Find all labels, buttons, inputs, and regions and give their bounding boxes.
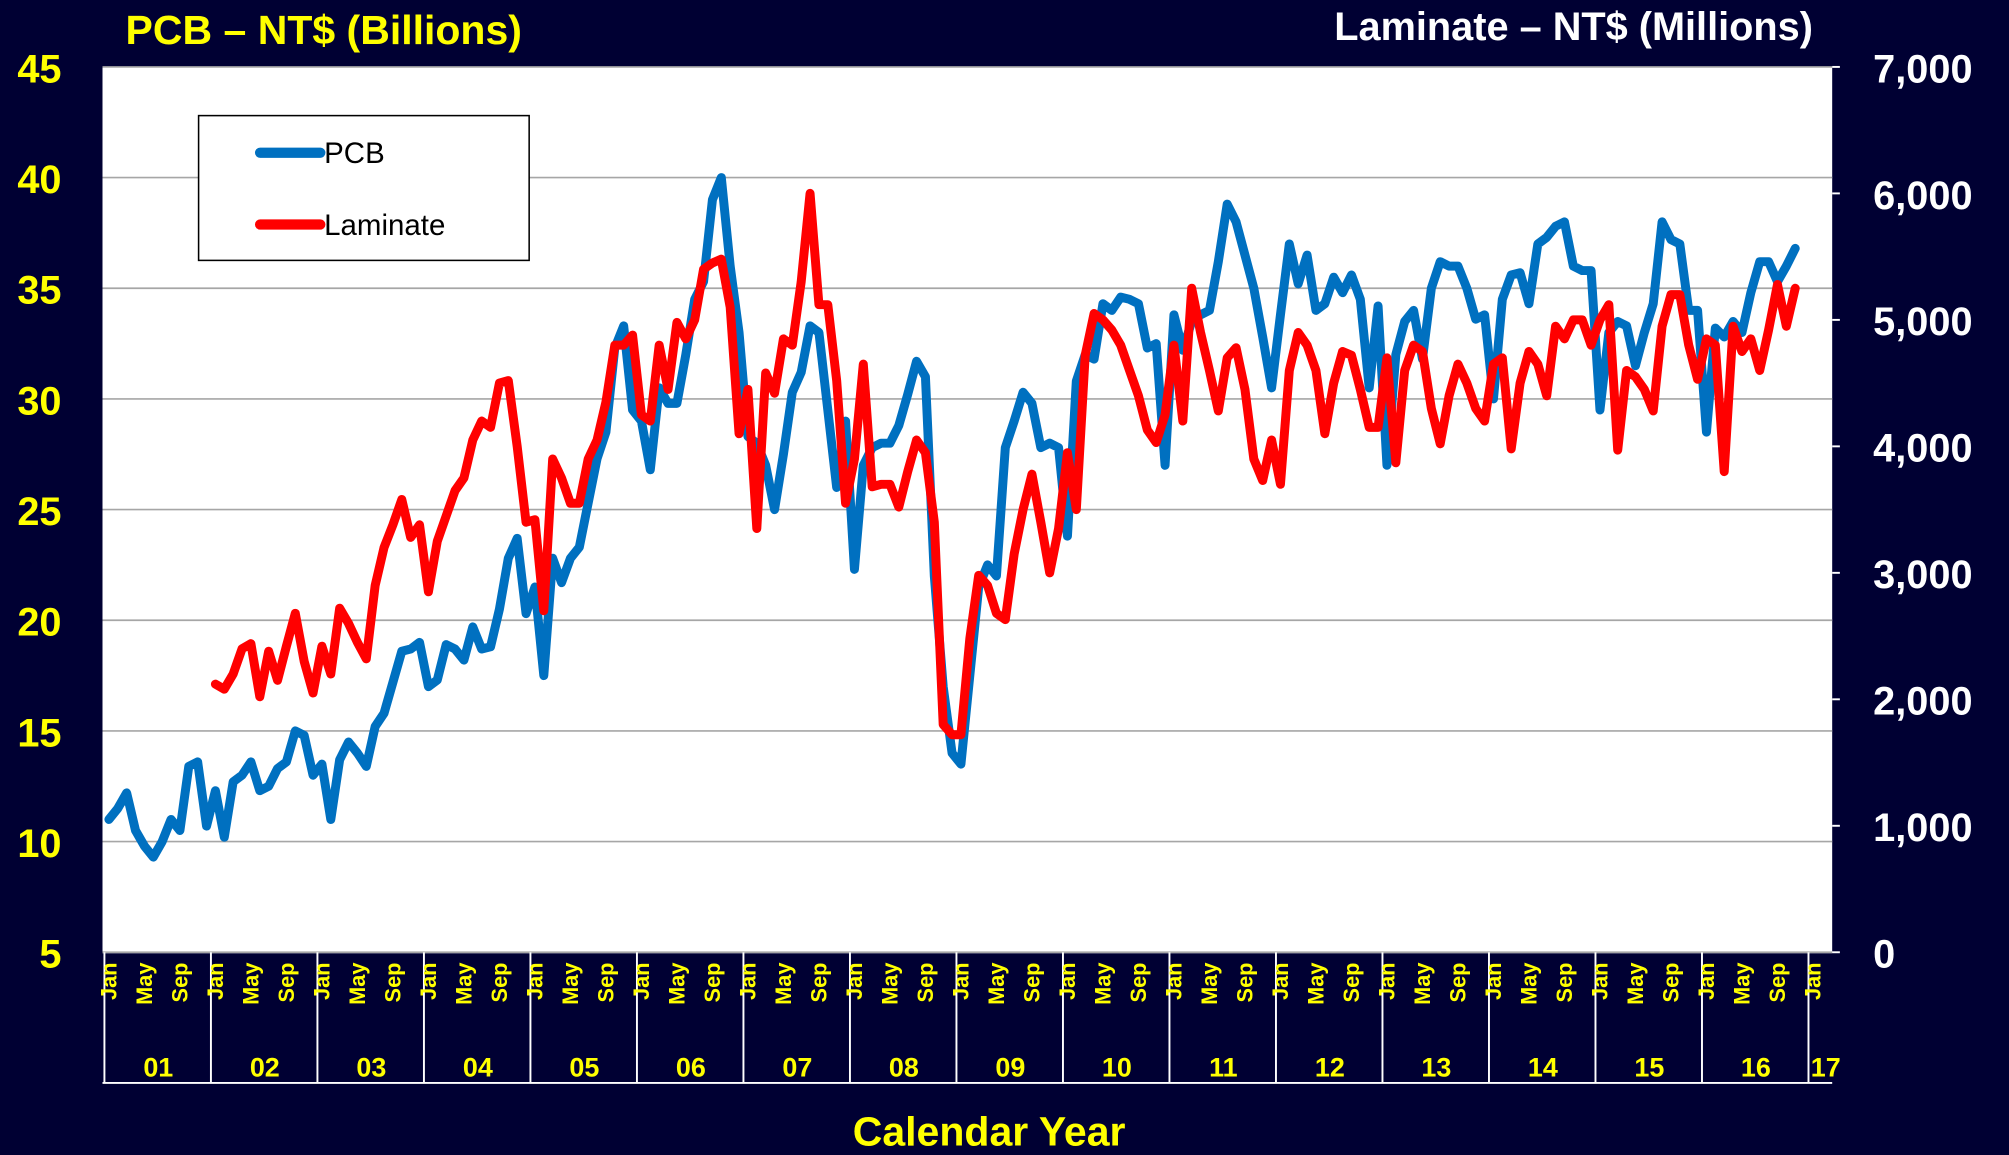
y2-tick-label: 0 — [1873, 933, 1895, 977]
x-tick-label: Sep — [594, 963, 619, 1003]
right-axis-title: Laminate – NT$ (Millions) — [1334, 5, 1813, 49]
x-tick-label: Sep — [1765, 963, 1790, 1003]
y-tick-label: 5 — [39, 933, 61, 977]
x-tick-label: May — [771, 963, 796, 1005]
x-tick-label: Sep — [700, 963, 725, 1003]
year-label: 04 — [463, 1053, 493, 1083]
x-tick-label: Jan — [1162, 963, 1187, 1001]
y-tick-label: 20 — [17, 601, 61, 645]
x-tick-label: May — [1091, 963, 1116, 1005]
x-tick-label: Sep — [168, 963, 193, 1003]
x-tick-label: Jan — [416, 963, 441, 1001]
y2-tick-label: 4,000 — [1873, 427, 1972, 471]
x-tick-label: May — [1410, 963, 1435, 1005]
y2-tick-label: 3,000 — [1873, 553, 1972, 597]
y-tick-label: 40 — [17, 158, 61, 202]
x-tick-label: May — [878, 963, 903, 1005]
lines — [104, 173, 1800, 862]
x-tick-label: Jan — [1375, 963, 1400, 1001]
y-tick-label: 10 — [17, 822, 61, 866]
x-tick-label: May — [345, 963, 370, 1005]
year-label: 01 — [143, 1053, 173, 1083]
year-label: 07 — [782, 1053, 812, 1083]
x-tick-label: Jan — [842, 963, 867, 1001]
legend-box — [197, 114, 530, 262]
year-label: 05 — [569, 1053, 599, 1083]
x-tick-label: Sep — [1446, 963, 1471, 1003]
x-tick-label: May — [1623, 963, 1648, 1005]
x-tick-label: May — [132, 963, 157, 1005]
x-tick-label: May — [1730, 963, 1755, 1005]
x-tick-label: Jan — [629, 963, 654, 1001]
x-tick-label: Jan — [1055, 963, 1080, 1001]
x-tick-label: Jan — [97, 963, 122, 1001]
x-tick-label: Sep — [487, 963, 512, 1003]
x-tick-label: Sep — [1233, 963, 1258, 1003]
y-tick-label: 45 — [17, 47, 61, 91]
x-tick-label: May — [1304, 963, 1329, 1005]
x-tick-label: Jan — [1481, 963, 1506, 1001]
x-tick-label: Sep — [381, 963, 406, 1003]
x-tick-label: Jan — [736, 963, 761, 1001]
x-tick-label: May — [665, 963, 690, 1005]
y-tick-label: 25 — [17, 490, 61, 534]
x-tick-label: Jan — [310, 963, 335, 1001]
legend-label: Laminate — [324, 209, 445, 242]
x-tick-label: Sep — [1126, 963, 1151, 1003]
x-tick-label: Jan — [1268, 963, 1293, 1001]
y2-tick-label: 1,000 — [1873, 806, 1972, 850]
year-label: 12 — [1315, 1053, 1345, 1083]
series-line — [210, 188, 1800, 740]
y-tick-label: 35 — [17, 269, 61, 313]
year-label: 02 — [250, 1053, 280, 1083]
y-tick-label: 30 — [17, 379, 61, 423]
x-tick-label: Jan — [1694, 963, 1719, 1001]
y2-tick-label: 5,000 — [1873, 300, 1972, 344]
y2-tick-label: 2,000 — [1873, 680, 1972, 724]
chart-title: PCB – NT$ (Billions) — [126, 7, 522, 53]
grid — [102, 66, 1833, 954]
x-tick-label: Jan — [1801, 963, 1826, 1001]
x-tick-label: May — [558, 963, 583, 1005]
x-tick-label: Sep — [913, 963, 938, 1003]
year-label: 13 — [1421, 1053, 1451, 1083]
x-tick-label: Sep — [807, 963, 832, 1003]
x-tick-label: Jan — [203, 963, 228, 1001]
year-label: 14 — [1528, 1053, 1558, 1083]
year-label: 08 — [889, 1053, 919, 1083]
year-label: 09 — [995, 1053, 1025, 1083]
year-label: 17 — [1811, 1053, 1841, 1083]
year-label: 03 — [356, 1053, 386, 1083]
year-label: 10 — [1102, 1053, 1132, 1083]
x-tick-label: Sep — [1020, 963, 1045, 1003]
x-tick-label: May — [984, 963, 1009, 1005]
x-tick-label: May — [239, 963, 264, 1005]
year-label: 15 — [1634, 1053, 1664, 1083]
x-tick-label: Jan — [523, 963, 548, 1001]
x-tick-label: Sep — [274, 963, 299, 1003]
x-tick-label: Jan — [1588, 963, 1613, 1001]
x-tick-label: Sep — [1339, 963, 1364, 1003]
year-label: 06 — [676, 1053, 706, 1083]
y2-tick-label: 7,000 — [1873, 47, 1972, 91]
legend: PCB Laminate — [197, 114, 530, 262]
x-tick-label: Jan — [949, 963, 974, 1001]
year-label: 16 — [1741, 1053, 1771, 1083]
x-tick-label: Sep — [1552, 963, 1577, 1003]
x-tick-label: May — [452, 963, 477, 1005]
year-label: 11 — [1209, 1053, 1237, 1083]
x-tick-label: May — [1517, 963, 1542, 1005]
x-tick-label: May — [1197, 963, 1222, 1005]
x-axis-title: Calendar Year — [853, 1109, 1126, 1155]
y2-tick-label: 6,000 — [1873, 174, 1972, 218]
x-tick-label: Sep — [1659, 963, 1684, 1003]
y-tick-label: 15 — [17, 711, 61, 755]
legend-label: PCB — [324, 137, 385, 170]
series-line — [104, 173, 1800, 862]
